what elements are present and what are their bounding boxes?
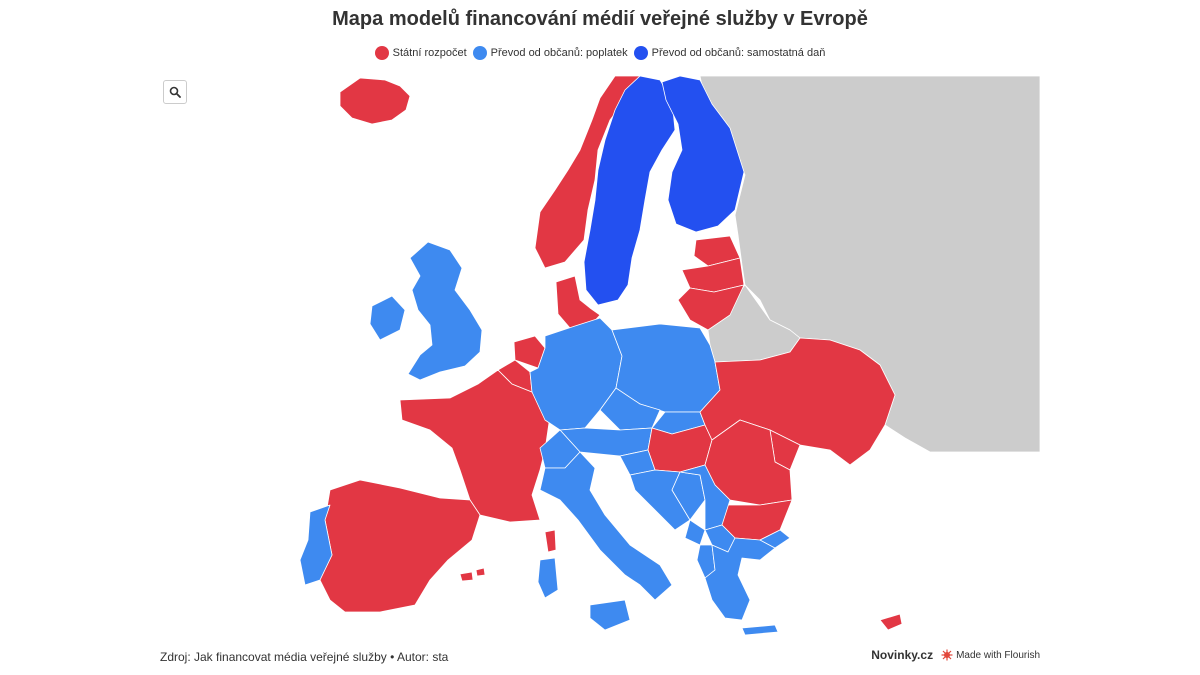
legend-item-license-fee[interactable]: Převod od občanů: poplatek xyxy=(472,46,628,60)
country-crete xyxy=(741,624,779,636)
country-portugal xyxy=(299,504,333,586)
country-cyprus xyxy=(879,613,903,631)
search-icon xyxy=(169,86,181,98)
country-corsica xyxy=(544,529,557,553)
country-sweden xyxy=(583,76,676,306)
legend-label-separate-tax: Převod od občanů: samostatná daň xyxy=(651,47,826,59)
legend-label-state-budget: Státní rozpočet xyxy=(392,47,467,59)
country-balearic xyxy=(459,571,474,582)
legend-item-state-budget[interactable]: Státní rozpočet xyxy=(374,46,467,60)
made-with-flourish-label: Made with Flourish xyxy=(956,649,1040,661)
country-denmark xyxy=(555,275,601,329)
chart-title: Mapa modelů financování médií veřejné sl… xyxy=(332,8,868,30)
legend-label-license-fee: Převod od občanů: poplatek xyxy=(490,47,628,59)
legend-swatch-license-fee xyxy=(472,46,487,60)
source-note: Zdroj: Jak financovat média veřejné služ… xyxy=(160,650,449,664)
country-balearic-2 xyxy=(475,567,486,577)
legend: Státní rozpočet Převod od občanů: poplat… xyxy=(0,46,1200,60)
country-hungary xyxy=(647,424,713,473)
country-lithuania xyxy=(677,284,745,331)
legend-swatch-separate-tax xyxy=(633,46,648,60)
legend-item-separate-tax[interactable]: Převod od občanů: samostatná daň xyxy=(633,46,826,60)
country-spain xyxy=(319,479,481,613)
zoom-button[interactable] xyxy=(163,80,187,104)
country-turkey-europe xyxy=(759,529,791,549)
legend-swatch-state-budget xyxy=(374,46,389,60)
map-svg xyxy=(299,76,1040,636)
country-sardinia xyxy=(537,557,559,599)
country-iceland xyxy=(339,77,411,125)
country-montenegro xyxy=(684,519,706,546)
brand-label[interactable]: Novinky.cz xyxy=(871,648,934,662)
country-ireland xyxy=(369,295,406,341)
made-with-flourish-link[interactable]: Made with Flourish xyxy=(941,649,1040,661)
footer-branding: Novinky.cz Made with Flourish xyxy=(871,648,1040,662)
flourish-logo-icon xyxy=(941,649,953,661)
country-italy xyxy=(539,451,673,601)
country-greece xyxy=(704,537,776,621)
country-sicily xyxy=(589,599,631,631)
country-finland xyxy=(661,76,745,233)
europe-map[interactable] xyxy=(160,76,1040,636)
country-united-kingdom xyxy=(407,241,483,381)
